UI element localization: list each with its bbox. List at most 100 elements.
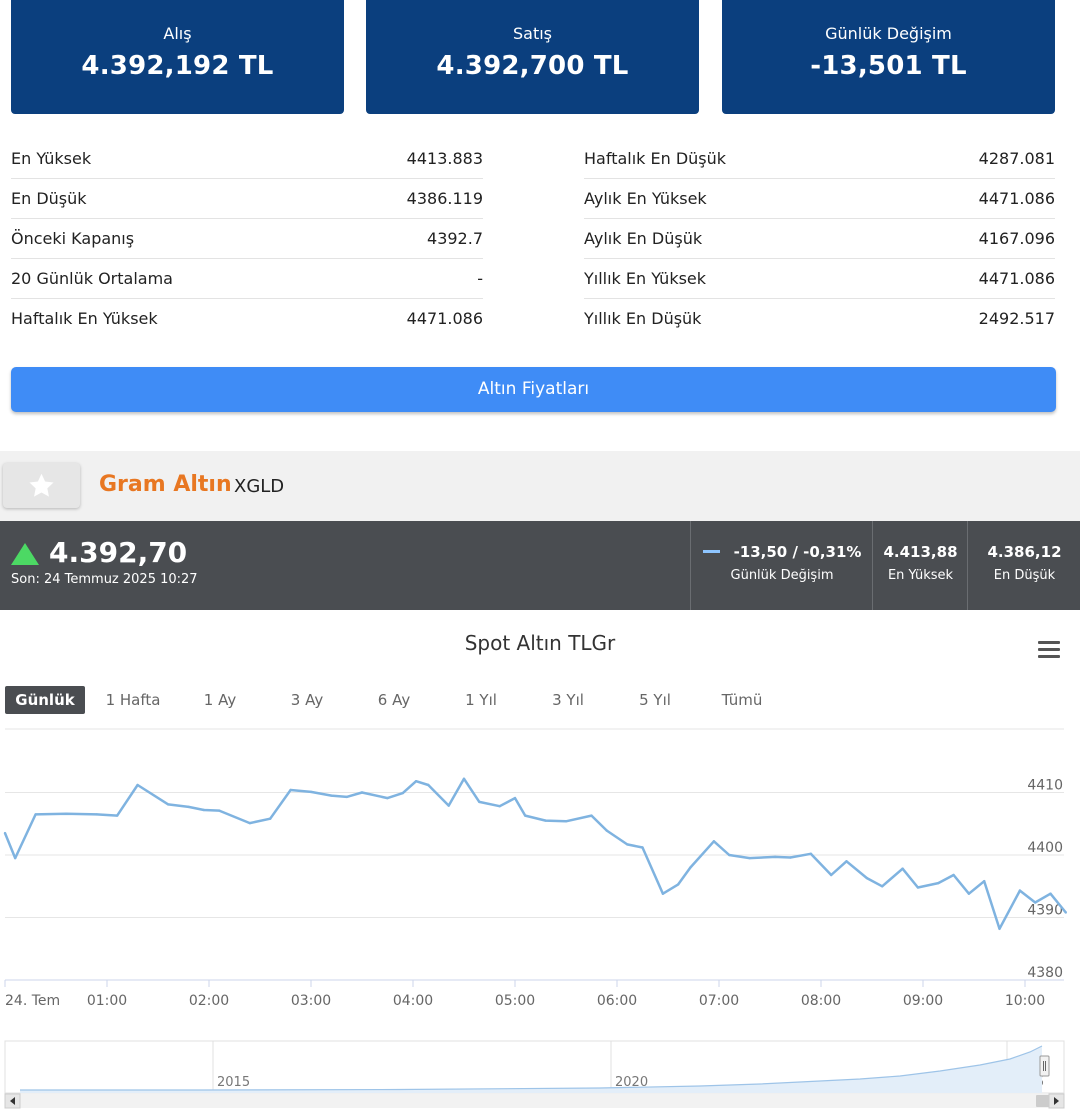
data-point	[427, 783, 430, 787]
price-chart: 4380 4390 4400 4410 24. Tem 01:00 02:00 03:00 04…	[3, 728, 1068, 1009]
price-series-line	[3, 777, 1067, 931]
range-button-3m[interactable]: 3 Ay	[290, 691, 324, 709]
change-dash-icon	[702, 549, 720, 553]
instrument-header	[0, 451, 1080, 521]
data-point	[65, 812, 68, 815]
stat-row: Haftalık En Düşük 4287.081	[584, 139, 1055, 179]
high-value: 4.413,88	[883, 543, 958, 561]
data-point	[773, 855, 777, 859]
stat-row: Yıllık En Yüksek 4471.086	[584, 259, 1055, 299]
stat-label: Aylık En Düşük	[584, 229, 703, 248]
low-cell: 4.386,12 En Düşük	[967, 521, 1080, 610]
range-button-3y[interactable]: 3 Yıl	[552, 691, 584, 709]
data-point	[478, 800, 481, 804]
x-tick-label: 07:00	[699, 993, 739, 1009]
x-tick-label: 03:00	[291, 993, 331, 1009]
sell-card: Satış 4.392,700 TL	[366, 0, 699, 114]
stats-left-table: En Yüksek 4413.883 En Düşük 4386.119 Öncek…	[11, 139, 483, 338]
data-point	[447, 804, 450, 807]
stats-right-table: Haftalık En Düşük 4287.081 Aylık En Yükse…	[584, 139, 1055, 338]
data-point	[401, 791, 404, 795]
data-point	[937, 881, 940, 885]
high-cell: 4.413,88 En Yüksek	[872, 521, 968, 610]
scroll-left-icon	[10, 1097, 15, 1105]
stat-row: Önceki Kapanış 4392.7	[11, 219, 483, 259]
daily-change-label: Günlük Değişim	[825, 24, 952, 43]
range-button-1m[interactable]: 1 Ay	[203, 691, 237, 709]
navigator-area	[20, 1046, 1042, 1093]
last-update: Son: 24 Temmuz 2025 10:27	[11, 572, 198, 587]
daily-change-value: -13,501 TL	[810, 51, 967, 81]
buy-value: 4.392,192 TL	[81, 51, 274, 81]
gold-prices-button[interactable]: Altın Fiyatları	[11, 367, 1056, 412]
data-point	[626, 843, 629, 846]
range-button-1y[interactable]: 1 Yıl	[465, 691, 497, 709]
up-arrow-icon	[11, 543, 39, 565]
data-point	[1034, 901, 1037, 904]
data-point	[136, 783, 139, 787]
range-button-all[interactable]: Tümü	[721, 691, 763, 709]
data-point	[498, 805, 501, 808]
low-label: En Düşük	[993, 568, 1056, 583]
data-point	[967, 892, 971, 895]
x-tick-label: 01:00	[87, 993, 127, 1009]
x-tick-label: 08:00	[801, 993, 841, 1009]
x-tick-label: 10:00	[1005, 993, 1045, 1009]
data-point	[677, 883, 680, 886]
stat-value: 4471.086	[406, 309, 483, 328]
stat-label: Önceki Kapanış	[11, 229, 135, 248]
data-point	[564, 820, 568, 823]
stat-value: 2492.517	[978, 309, 1055, 328]
data-point	[689, 866, 692, 869]
chart-navigator[interactable]: 201520202025	[0, 1038, 1080, 1114]
stat-value: 4392.7	[427, 229, 483, 248]
data-point	[218, 809, 221, 812]
data-point	[712, 840, 716, 843]
stat-row: En Düşük 4386.119	[11, 179, 483, 219]
chart-menu-icon[interactable]	[1038, 641, 1060, 659]
data-point	[309, 790, 313, 794]
range-button-5y[interactable]: 5 Yıl	[639, 691, 671, 709]
x-tick-label: 02:00	[189, 993, 229, 1009]
buy-label: Alış	[163, 24, 192, 43]
stat-label: Haftalık En Yüksek	[11, 309, 158, 328]
low-value: 4.386,12	[987, 543, 1062, 561]
stat-label: En Yüksek	[11, 149, 92, 168]
sell-label: Satış	[512, 24, 552, 43]
data-point	[605, 829, 608, 832]
data-point	[916, 886, 920, 889]
data-point	[544, 819, 547, 822]
data-point	[95, 813, 99, 816]
stat-value: -	[477, 269, 483, 288]
daily-change-card: Günlük Değişim -13,501 TL	[722, 0, 1055, 114]
chart-title: Spot Altın TLGr	[464, 631, 616, 655]
price-bar	[0, 521, 1080, 610]
change-label: Günlük Değişim	[730, 568, 834, 583]
stat-value: 4471.086	[978, 189, 1055, 208]
stat-row: 20 Günlük Ortalama -	[11, 259, 483, 299]
stat-row: Haftalık En Yüksek 4471.086	[11, 299, 483, 338]
data-point	[386, 796, 389, 800]
data-point	[345, 795, 348, 799]
data-point	[269, 817, 272, 820]
range-button-daily[interactable]: Günlük	[5, 686, 85, 714]
stat-row: Aylık En Düşük 4167.096	[584, 219, 1055, 259]
range-button-6m[interactable]: 6 Ay	[377, 691, 411, 709]
favorite-button[interactable]	[3, 463, 80, 508]
data-point	[360, 791, 364, 794]
summary-cards: Alış 4.392,192 TL Satış 4.392,700 TL Gün…	[0, 0, 1080, 115]
navigator-year-label: 2020	[615, 1075, 648, 1090]
data-point	[202, 808, 206, 812]
stat-label: En Düşük	[11, 189, 87, 208]
data-point	[845, 860, 848, 863]
high-label: En Yüksek	[887, 568, 954, 583]
stat-row: En Yüksek 4413.883	[11, 139, 483, 179]
navigator-handle[interactable]	[1039, 1055, 1050, 1077]
data-point	[881, 885, 884, 888]
range-button-1w[interactable]: 1 Hafta	[105, 691, 161, 709]
data-point	[641, 846, 644, 849]
sell-value: 4.392,700 TL	[436, 51, 629, 81]
data-point	[901, 867, 904, 870]
x-tick-label: 09:00	[903, 993, 943, 1009]
data-point	[414, 780, 418, 783]
